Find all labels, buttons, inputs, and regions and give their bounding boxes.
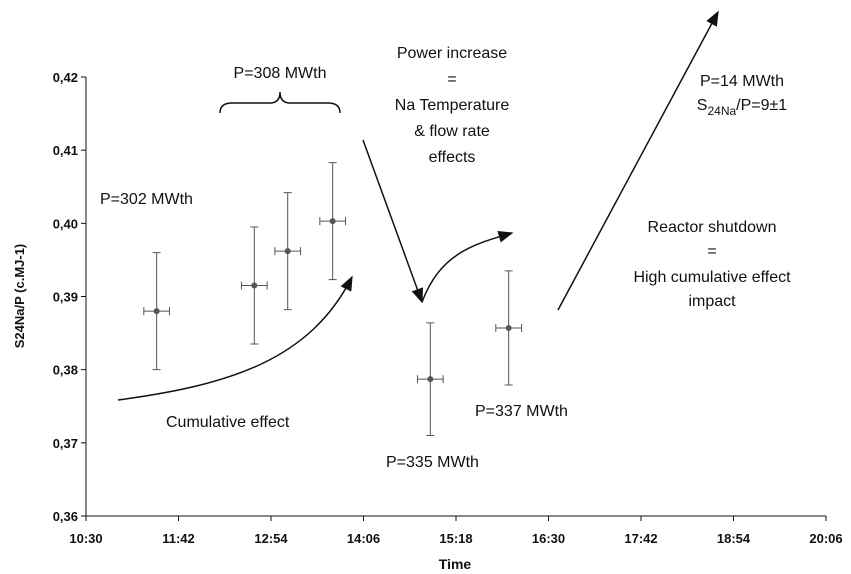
annotation: P=337 MWth xyxy=(475,403,568,420)
point xyxy=(329,218,336,225)
y-tick-label: 0,39 xyxy=(53,290,78,305)
annotation: = xyxy=(447,71,456,88)
point xyxy=(251,282,258,289)
x-tick-label: 12:54 xyxy=(254,531,288,546)
x-tick-label: 14:06 xyxy=(347,531,380,546)
annotation: effects xyxy=(429,149,476,166)
annotation-subscript: 24Na xyxy=(707,104,736,118)
annotation: & flow rate xyxy=(414,123,490,140)
y-tick-label: 0,42 xyxy=(53,70,78,85)
annotation: P=14 MWth xyxy=(700,73,784,90)
annotation: P=335 MWth xyxy=(386,454,479,471)
y-tick-label: 0,37 xyxy=(53,436,78,451)
brace xyxy=(219,91,341,114)
y-tick-label: 0,40 xyxy=(53,216,78,231)
annotation: = xyxy=(707,243,716,260)
annotation: S24Na/P=9±1 xyxy=(697,97,788,118)
point xyxy=(427,376,434,383)
shutdown-arrow xyxy=(557,10,719,311)
recovery-arrow xyxy=(421,230,514,303)
annotation: Reactor shutdown xyxy=(648,219,777,236)
annotation: P=308 MWth xyxy=(234,65,327,82)
cumulative-arrow xyxy=(117,275,353,401)
x-tick-label: 16:30 xyxy=(532,531,565,546)
annotation-part: /P=9±1 xyxy=(736,97,787,114)
x-tick-label: 10:30 xyxy=(69,531,102,546)
x-axis-label: Time xyxy=(439,556,472,572)
y-tick-label: 0,41 xyxy=(53,143,78,158)
y-tick-label: 0,38 xyxy=(53,363,78,378)
point xyxy=(284,248,291,255)
x-tick-label: 18:54 xyxy=(717,531,751,546)
annotation: Na Temperature xyxy=(395,97,510,114)
y-axis-label: S24Na/P (c.MJ-1) xyxy=(12,244,27,349)
x-tick-label: 15:18 xyxy=(439,531,472,546)
x-tick-label: 17:42 xyxy=(624,531,657,546)
annotation-part: S xyxy=(697,97,708,114)
x-tick-label: 11:42 xyxy=(162,531,195,546)
y-tick-label: 0,36 xyxy=(53,509,78,524)
annotation: Cumulative effect xyxy=(166,414,290,431)
power-arrow xyxy=(362,139,424,304)
annotation: impact xyxy=(688,293,736,310)
x-tick-label: 20:06 xyxy=(809,531,842,546)
annotation: Power increase xyxy=(397,45,507,62)
point xyxy=(153,308,160,315)
annotation-arrows xyxy=(117,10,719,401)
point xyxy=(505,324,512,331)
annotation: High cumulative effect xyxy=(633,269,791,286)
annotation: P=302 MWth xyxy=(100,191,193,208)
